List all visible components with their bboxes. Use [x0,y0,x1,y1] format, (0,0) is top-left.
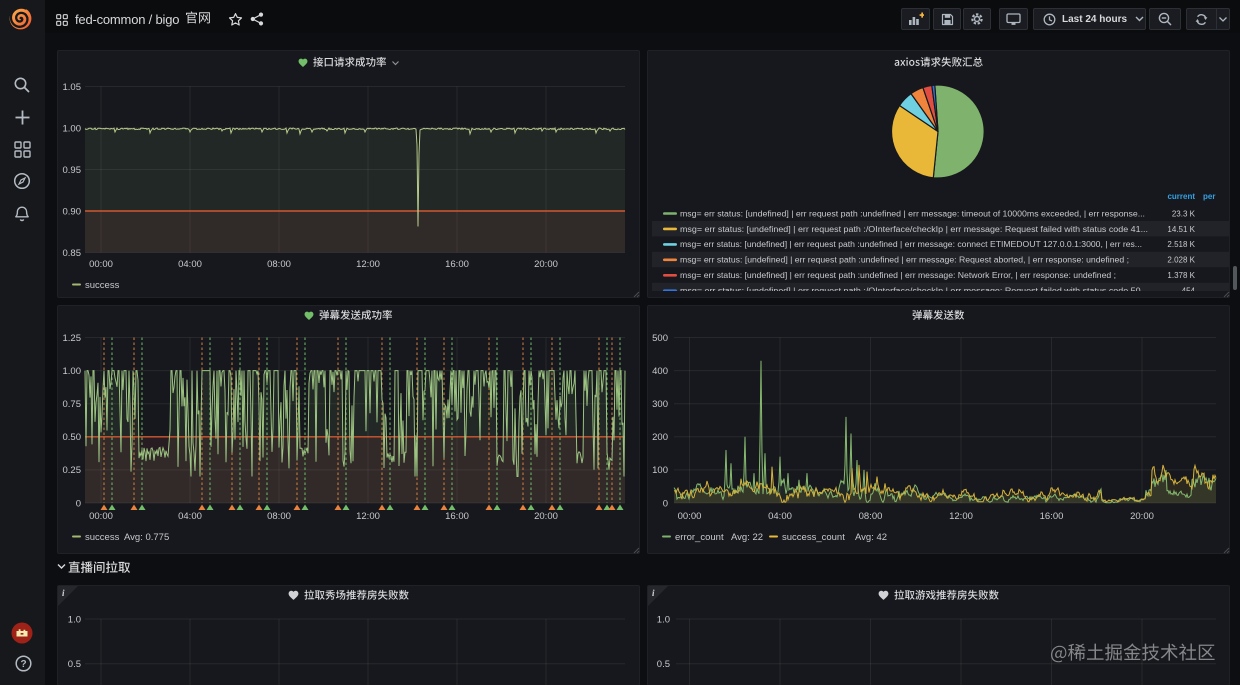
svg-text:2.518 K: 2.518 K [1167,240,1195,249]
svg-text:08:00: 08:00 [267,511,291,522]
svg-text:1.25: 1.25 [63,333,82,344]
svg-text:04:00: 04:00 [178,511,202,522]
svg-text:msg= err status: [undefined] |: msg= err status: [undefined] | err reque… [680,225,1148,234]
svg-text:msg= err status: [undefined] |: msg= err status: [undefined] | err reque… [680,209,1145,218]
svg-text:16:00: 16:00 [445,511,469,522]
svg-text:0: 0 [663,498,668,509]
svg-text:msg= err status: [undefined] |: msg= err status: [undefined] | err reque… [680,240,1142,249]
svg-text:400: 400 [652,366,668,377]
svg-text:?: ? [20,659,26,670]
svg-text:1.00: 1.00 [63,123,82,134]
svg-text:1.00: 1.00 [63,366,82,377]
svg-text:0: 0 [76,498,81,509]
svg-text:04:00: 04:00 [178,259,202,270]
svg-text:20:00: 20:00 [1130,511,1154,522]
svg-text:12:00: 12:00 [949,511,973,522]
svg-text:0.95: 0.95 [63,165,82,176]
svg-text:msg= err status: [undefined] |: msg= err status: [undefined] | err reque… [680,287,1148,291]
svg-text:08:00: 08:00 [859,511,883,522]
svg-text:Avg: 22: Avg: 22 [731,532,763,543]
svg-text:msg= err status: [undefined] |: msg= err status: [undefined] | err reque… [680,256,1129,265]
svg-text:200: 200 [652,432,668,443]
svg-text:20:00: 20:00 [534,259,558,270]
svg-text:20:00: 20:00 [534,511,558,522]
svg-text:per: per [1203,192,1215,201]
svg-text:Avg: 42: Avg: 42 [855,532,887,543]
svg-text:00:00: 00:00 [89,511,113,522]
svg-text:16:00: 16:00 [445,259,469,270]
svg-text:2.028 K: 2.028 K [1167,256,1195,265]
svg-text:msg= err status: [undefined] |: msg= err status: [undefined] | err reque… [680,271,1116,280]
svg-text:500: 500 [652,333,668,344]
svg-text:300: 300 [652,399,668,410]
svg-text:12:00: 12:00 [356,259,380,270]
svg-text:16:00: 16:00 [1040,511,1064,522]
svg-text:0.25: 0.25 [63,465,82,476]
svg-text:00:00: 00:00 [89,259,113,270]
svg-text:i: i [62,588,65,598]
svg-text:0.85: 0.85 [63,248,82,259]
svg-text:success: success [85,280,120,291]
svg-text:Avg: 0.775: Avg: 0.775 [124,532,169,543]
svg-text:100: 100 [652,465,668,476]
svg-text:0.5: 0.5 [657,659,670,670]
svg-text:04:00: 04:00 [768,511,792,522]
svg-text:0.75: 0.75 [63,399,82,410]
svg-text:454: 454 [1182,287,1196,291]
svg-text:success_count: success_count [782,532,845,543]
svg-text:error_count: error_count [675,532,724,543]
svg-text:0.50: 0.50 [63,432,82,443]
svg-text:current: current [1167,192,1195,201]
svg-text:0.90: 0.90 [63,206,82,217]
svg-text:14.51 K: 14.51 K [1167,225,1195,234]
svg-text:08:00: 08:00 [267,259,291,270]
svg-text:i: i [652,588,655,598]
svg-text:1.0: 1.0 [657,614,670,625]
svg-text:1.0: 1.0 [68,614,81,625]
svg-text:12:00: 12:00 [356,511,380,522]
svg-text:0.5: 0.5 [68,659,81,670]
svg-text:1.05: 1.05 [63,82,82,93]
svg-text:1.378 K: 1.378 K [1167,271,1195,280]
svg-text:success: success [85,532,120,543]
svg-text:23.3 K: 23.3 K [1172,209,1196,218]
svg-text:00:00: 00:00 [678,511,702,522]
